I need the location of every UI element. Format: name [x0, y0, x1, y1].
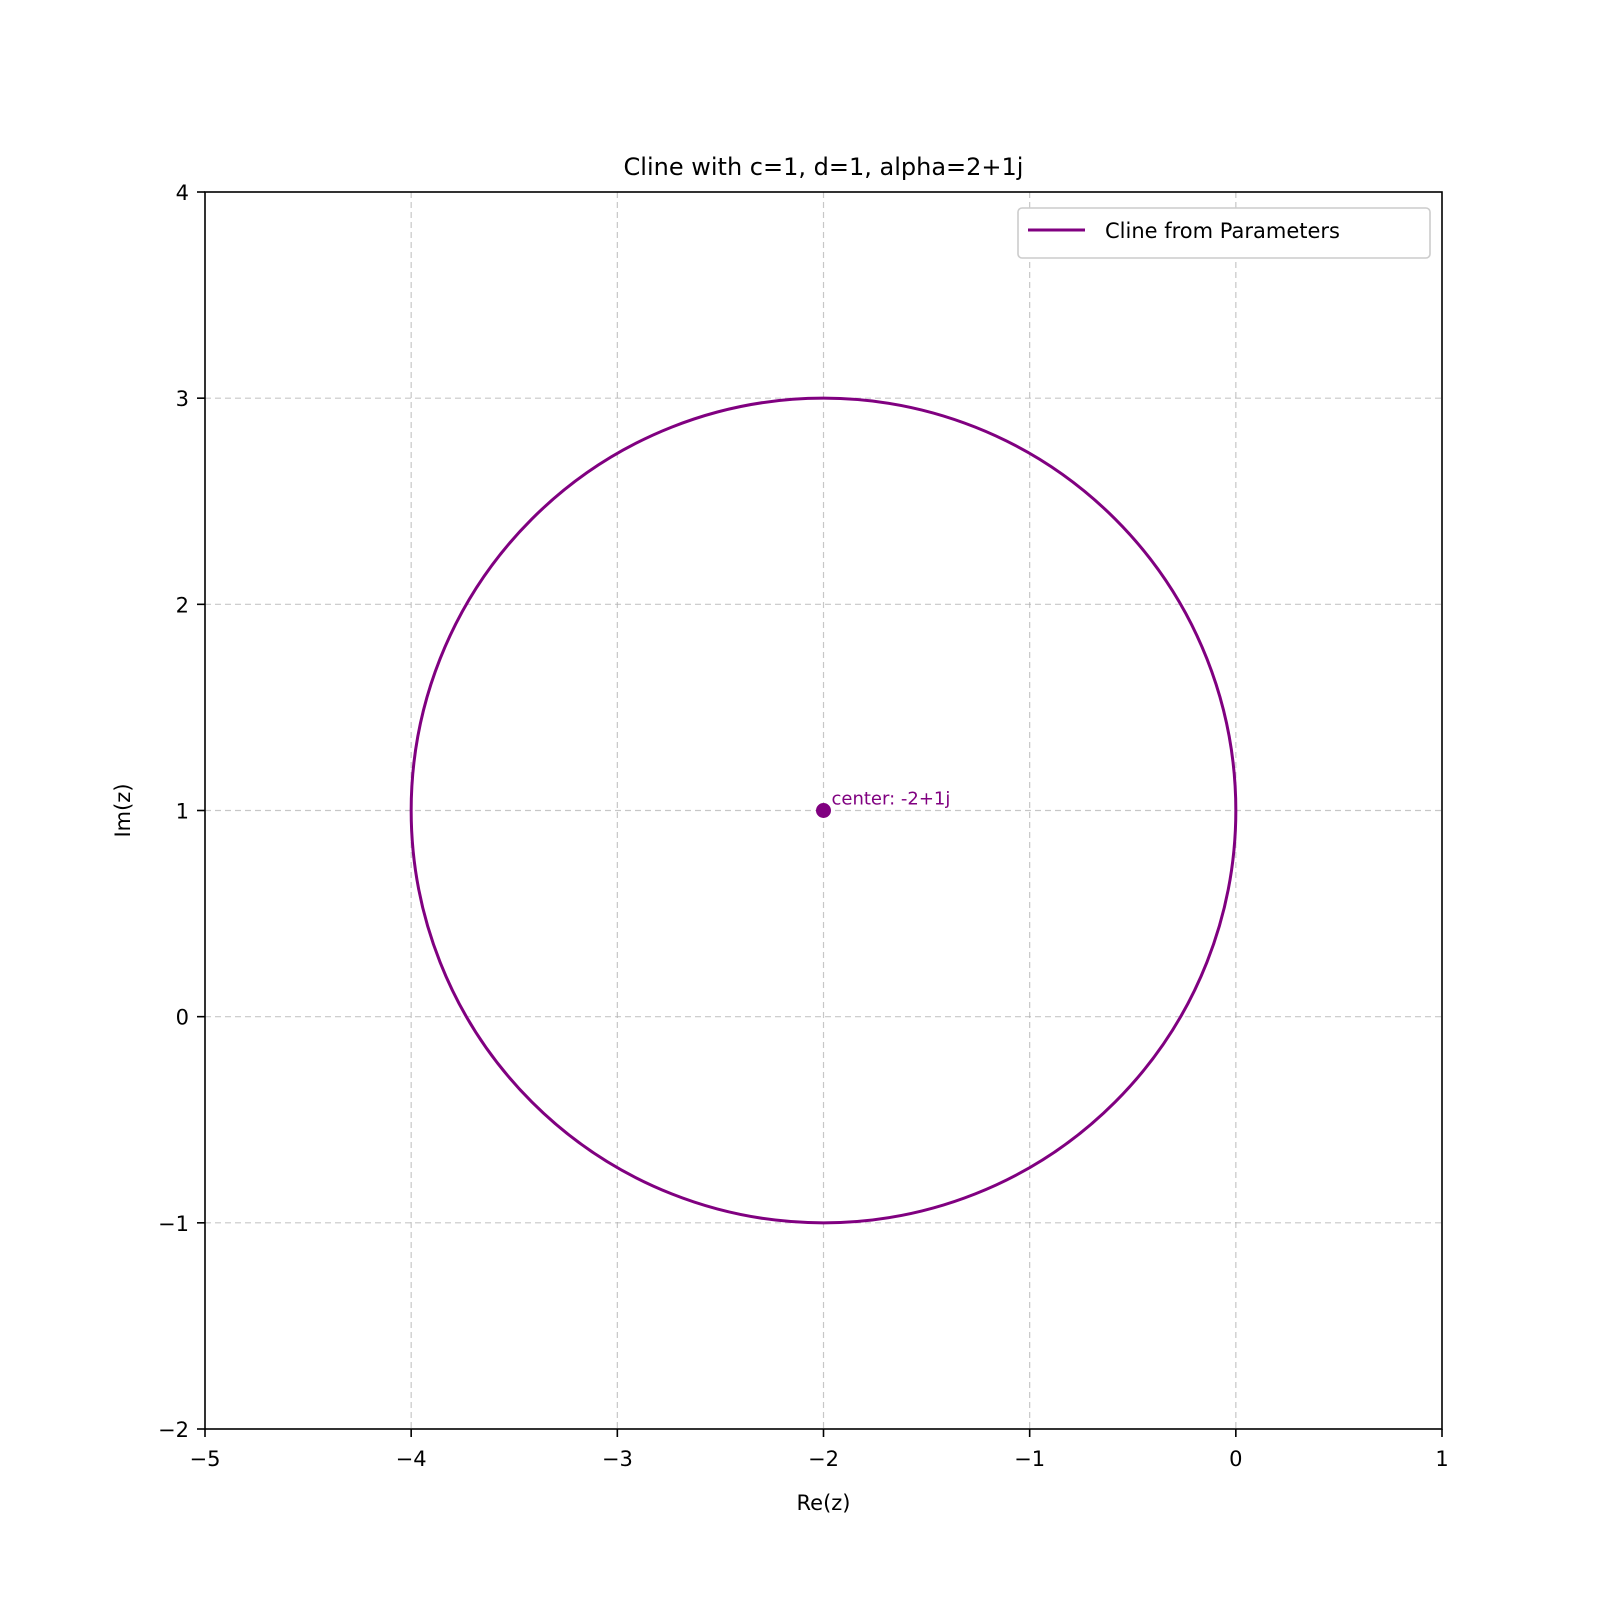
chart-title: Cline with c=1, d=1, alpha=2+1j: [624, 153, 1024, 181]
x-tick-label: −2: [808, 1447, 839, 1471]
x-tick-label: 1: [1435, 1447, 1448, 1471]
legend-label: Cline from Parameters: [1105, 219, 1340, 243]
x-tick-label: −5: [190, 1447, 221, 1471]
x-tick-label: −1: [1014, 1447, 1045, 1471]
center-point: [816, 803, 831, 818]
legend-box: [1017, 207, 1431, 259]
y-tick-label: −1: [158, 1212, 189, 1236]
center-annotation: center: -2+1j: [832, 789, 951, 810]
y-tick-label: −2: [158, 1418, 189, 1442]
y-axis-label: Im(z): [111, 783, 135, 837]
cline-circle: [409, 396, 1238, 1225]
y-tick-label: 0: [176, 1006, 189, 1030]
y-tick-label: 3: [176, 387, 189, 411]
ticks: −5 −4 −3 −2 −1 0 1 −2 −1 0 1 2 3 4: [158, 181, 1449, 1471]
x-tick-label: −3: [602, 1447, 633, 1471]
y-tick-label: 4: [176, 181, 189, 205]
x-axis-label: Re(z): [797, 1491, 851, 1515]
legend: Cline from Parameters: [1017, 207, 1431, 259]
plot-area: center: -2+1j: [409, 396, 1238, 1225]
y-tick-label: 1: [176, 800, 189, 824]
y-tick-label: 2: [176, 593, 189, 617]
x-tick-label: 0: [1229, 1447, 1242, 1471]
x-tick-label: −4: [396, 1447, 427, 1471]
